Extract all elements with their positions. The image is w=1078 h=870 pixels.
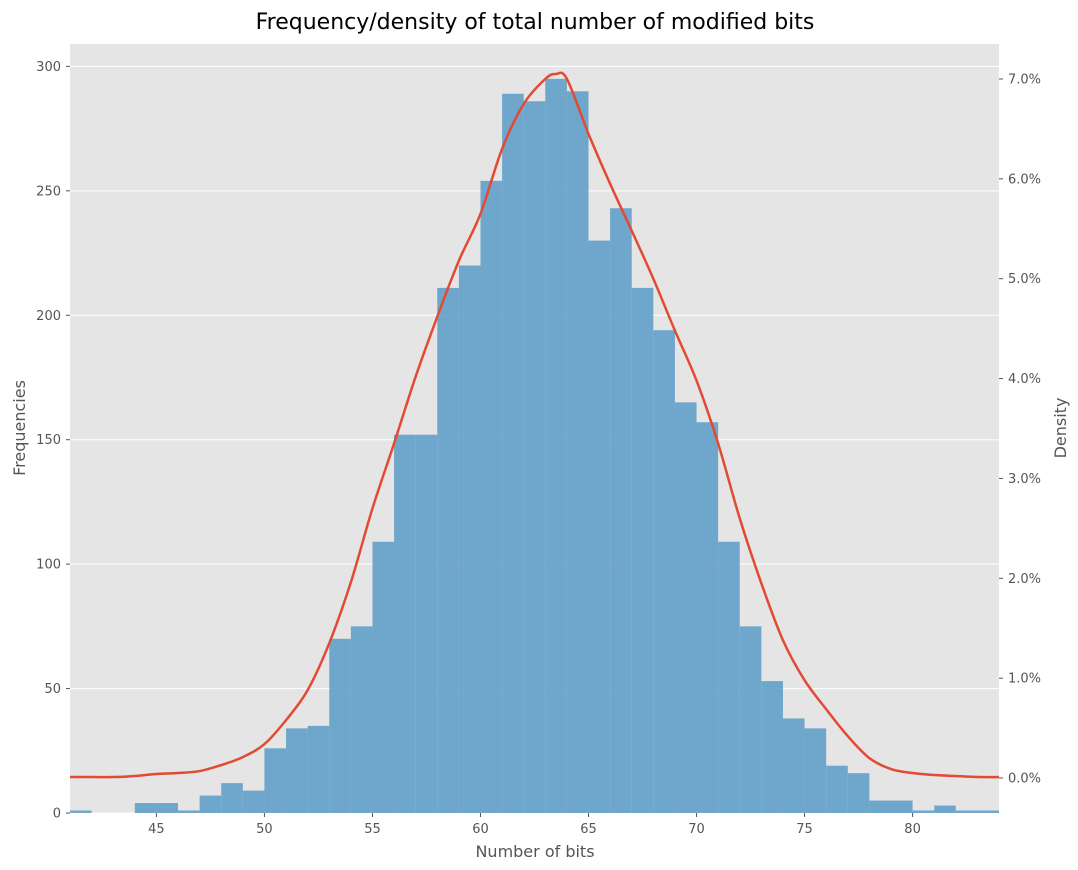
x-tick-label: 60 [472, 822, 489, 837]
y2-tick-label: 1.0% [1008, 672, 1041, 687]
x-axis-ticks: 45 50 55 60 65 70 75 80 [148, 813, 921, 837]
histogram-bar [912, 810, 935, 813]
histogram-bar [437, 287, 459, 813]
x-tick-label: 55 [364, 822, 381, 837]
y-axis-ticks: 0 50 100 150 200 250 300 [36, 60, 70, 822]
histogram-bar [696, 422, 719, 813]
y-tick-label: 250 [36, 184, 61, 199]
histogram-bar [739, 626, 762, 813]
histogram-bar [545, 78, 567, 813]
y-tick-label: 200 [36, 309, 61, 324]
histogram-bar [394, 434, 416, 813]
histogram-bar [934, 805, 956, 813]
histogram-bar [674, 402, 697, 813]
y2-tick-label: 4.0% [1008, 372, 1041, 387]
histogram-bar [977, 810, 999, 813]
y-tick-label: 300 [36, 60, 61, 75]
y-tick-label: 50 [44, 682, 61, 697]
histogram-bar [264, 748, 287, 813]
histogram-bar [307, 725, 330, 813]
histogram-bar [350, 626, 373, 813]
histogram-bar [415, 434, 438, 813]
histogram-bar [502, 93, 524, 814]
histogram-bar [242, 790, 265, 813]
x-tick-label: 75 [796, 822, 813, 837]
histogram-bar [761, 681, 783, 813]
histogram-bar [782, 718, 805, 813]
histogram-bar [847, 773, 870, 813]
histogram-bar [826, 765, 848, 813]
histogram-bar [610, 208, 632, 813]
histogram-bar [178, 810, 200, 813]
y-tick-label: 150 [36, 433, 61, 448]
histogram-bar [329, 638, 351, 813]
x-tick-label: 45 [148, 822, 165, 837]
histogram-bar [458, 265, 481, 813]
histogram-bar [566, 91, 589, 813]
x-tick-label: 50 [256, 822, 273, 837]
y2-tick-label: 7.0% [1008, 72, 1041, 87]
y2-tick-label: 3.0% [1008, 472, 1041, 487]
x-tick-label: 65 [580, 822, 597, 837]
x-tick-label: 80 [904, 822, 921, 837]
histogram-bar [631, 287, 654, 813]
histogram-bar [70, 810, 92, 813]
histogram-bar [199, 795, 222, 813]
y2-tick-label: 2.0% [1008, 572, 1041, 587]
density-curve [69, 71, 1000, 779]
histogram-bar [804, 728, 827, 813]
histogram-bar [955, 810, 978, 813]
histogram-bar [890, 800, 913, 813]
histogram-bar [653, 330, 675, 813]
histogram-bar [372, 541, 395, 813]
y2-axis-ticks: 0.0% 1.0% 2.0% 3.0% 4.0% 5.0% 6.0% 7.0% [999, 72, 1041, 787]
y-axis-label: Frequencies [10, 380, 29, 476]
histogram-bar [480, 180, 503, 814]
histogram-bar [221, 783, 243, 813]
histogram-bar [286, 728, 308, 813]
histogram-bar [523, 101, 546, 813]
x-axis-label: Number of bits [475, 842, 594, 861]
chart-title: Frequency/density of total number of mod… [256, 10, 815, 35]
histogram-bar [869, 800, 891, 813]
y2-tick-label: 0.0% [1008, 772, 1041, 787]
histogram-bar [134, 803, 157, 813]
y-tick-label: 100 [36, 558, 61, 573]
y2-tick-label: 5.0% [1008, 272, 1041, 287]
histogram-bar [156, 803, 179, 813]
histogram-bar [718, 541, 740, 813]
x-tick-label: 70 [688, 822, 705, 837]
histogram-bar [588, 240, 611, 814]
y-tick-label: 0 [53, 807, 61, 822]
y2-axis-label: Density [1051, 398, 1070, 459]
y2-tick-label: 6.0% [1008, 172, 1041, 187]
histogram-bars [70, 78, 999, 814]
